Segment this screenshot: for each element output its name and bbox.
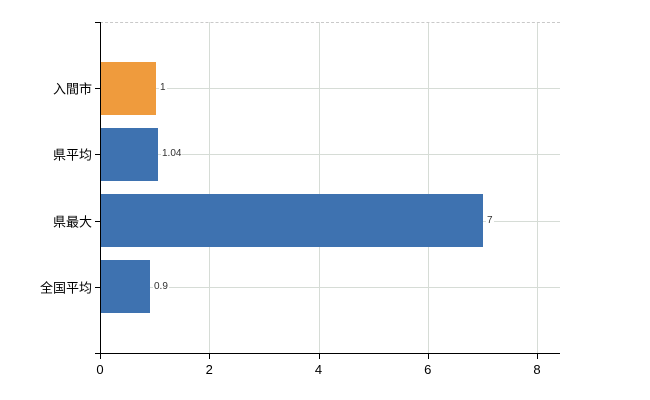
y-axis-tick (95, 353, 100, 354)
bar-入間市 (101, 62, 156, 115)
category-label-入間市: 入間市 (52, 81, 92, 97)
horizontal-gridline (100, 154, 560, 155)
x-tick-label-8: 8 (533, 362, 541, 377)
value-label: 1.04 (161, 148, 183, 160)
vertical-gridline (209, 22, 211, 353)
x-axis-tick (537, 354, 538, 359)
category-label-県平均: 県平均 (52, 147, 92, 163)
bar-全国平均 (101, 260, 150, 313)
x-axis-tick (100, 354, 101, 359)
x-tick-label-6: 6 (424, 362, 432, 377)
plot-top-border (100, 22, 560, 23)
y-axis-line (100, 22, 101, 354)
y-axis-tick (95, 221, 100, 222)
horizontal-gridline (100, 88, 560, 89)
category-label-全国平均: 全国平均 (39, 280, 92, 296)
value-label: 0.9 (153, 281, 169, 293)
x-axis-tick (427, 354, 429, 359)
horizontal-gridline (100, 287, 560, 288)
y-axis-tick (95, 287, 100, 288)
x-axis-tick (318, 354, 320, 359)
vertical-gridline (537, 22, 538, 353)
bar-県最大 (101, 194, 483, 247)
x-tick-label-4: 4 (314, 362, 323, 377)
x-tick-label-2: 2 (205, 362, 213, 377)
vertical-gridline (318, 22, 320, 353)
value-label: 1 (159, 82, 167, 94)
value-label: 7 (486, 215, 494, 227)
y-axis-tick (95, 154, 100, 155)
x-axis-line (100, 353, 560, 354)
category-label-県最大: 県最大 (52, 214, 92, 230)
bar-県平均 (101, 128, 158, 181)
x-axis-tick (209, 354, 211, 359)
y-axis-tick (95, 22, 100, 23)
x-tick-label-0: 0 (96, 362, 104, 377)
y-axis-tick (95, 88, 100, 89)
vertical-gridline (427, 22, 429, 353)
